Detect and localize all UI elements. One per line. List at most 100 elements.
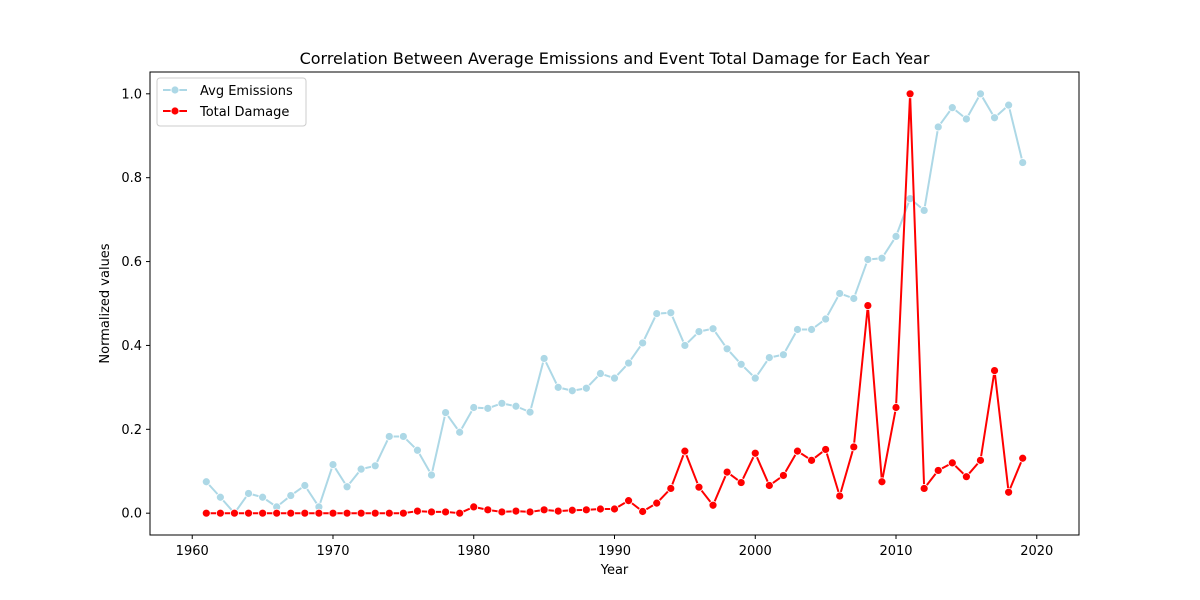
x-tick-label: 2010: [879, 544, 912, 559]
data-point-avg-emissions: [553, 382, 563, 392]
x-tick-label: 2000: [739, 544, 772, 559]
data-point-total-damage: [370, 508, 380, 518]
data-point-total-damage: [539, 505, 549, 515]
data-point-avg-emissions: [610, 373, 619, 383]
data-point-total-damage: [525, 507, 535, 517]
data-point-avg-emissions: [497, 398, 507, 408]
data-point-total-damage: [919, 484, 929, 493]
data-point-total-damage: [384, 508, 394, 518]
data-point-avg-emissions: [638, 338, 648, 348]
data-point-total-damage: [596, 504, 605, 514]
y-tick-label: 0.8: [121, 171, 142, 186]
x-tick-label: 1980: [457, 544, 490, 559]
data-point-avg-emissions: [244, 489, 253, 498]
data-point-total-damage: [441, 507, 450, 517]
legend-marker-total-damage: [170, 106, 180, 116]
chart-title: Correlation Between Average Emissions an…: [300, 49, 930, 68]
data-point-avg-emissions: [849, 294, 859, 303]
x-tick-label: 1960: [176, 544, 209, 559]
data-point-avg-emissions: [793, 325, 802, 334]
data-point-avg-emissions: [624, 358, 633, 368]
data-point-avg-emissions: [722, 344, 732, 354]
data-point-avg-emissions: [976, 89, 985, 99]
data-point-avg-emissions: [961, 114, 971, 124]
data-point-total-damage: [680, 446, 690, 456]
data-point-total-damage: [821, 445, 831, 454]
data-point-total-damage: [427, 507, 436, 517]
data-point-total-damage: [905, 89, 915, 99]
data-point-total-damage: [455, 508, 465, 518]
data-point-total-damage: [891, 403, 901, 412]
y-axis-ticks: 0.0 0.2 0.4 0.6 0.8 1.0: [121, 87, 150, 522]
data-point-total-damage: [314, 508, 324, 518]
data-point-total-damage: [342, 508, 352, 518]
data-point-total-damage: [666, 484, 676, 493]
y-tick-label: 0.6: [121, 255, 142, 270]
plot-frame: [149, 71, 1080, 536]
data-point-avg-emissions: [807, 325, 816, 334]
data-point-avg-emissions: [469, 403, 479, 412]
data-point-total-damage: [1004, 487, 1014, 497]
data-point-total-damage: [807, 455, 816, 465]
data-point-avg-emissions: [286, 491, 296, 500]
legend-box: [156, 77, 307, 127]
data-point-total-damage: [497, 507, 507, 517]
data-point-total-damage: [947, 458, 957, 468]
data-point-total-damage: [610, 504, 619, 514]
data-point-avg-emissions: [539, 354, 549, 363]
data-point-total-damage: [990, 366, 999, 376]
data-point-avg-emissions: [581, 383, 591, 393]
legend-label-total-damage: Total Damage: [199, 105, 289, 120]
data-point-total-damage: [553, 506, 563, 516]
data-point-total-damage: [398, 508, 408, 518]
y-tick-label: 0.2: [121, 423, 142, 438]
data-point-avg-emissions: [596, 369, 605, 378]
legend-marker-avg-emissions: [170, 85, 180, 95]
data-point-total-damage: [736, 478, 746, 487]
data-point-total-damage: [877, 477, 887, 487]
data-point-avg-emissions: [736, 359, 746, 369]
legend-label-avg-emissions: Avg Emissions: [200, 84, 293, 99]
legend: Avg Emissions Total Damage: [156, 77, 307, 127]
data-point-avg-emissions: [441, 408, 450, 417]
data-point-avg-emissions: [821, 314, 831, 324]
data-point-avg-emissions: [1004, 100, 1014, 110]
data-point-avg-emissions: [947, 103, 957, 113]
data-point-avg-emissions: [483, 403, 493, 413]
series-layer: [201, 89, 1028, 518]
data-point-avg-emissions: [525, 407, 535, 417]
data-point-total-damage: [469, 502, 479, 512]
data-point-total-damage: [328, 508, 338, 518]
x-tick-label: 1990: [598, 544, 631, 559]
data-point-total-damage: [286, 508, 296, 518]
data-point-avg-emissions: [342, 482, 352, 492]
data-point-total-damage: [708, 500, 718, 510]
data-point-avg-emissions: [384, 432, 394, 441]
y-tick-label: 1.0: [121, 87, 142, 102]
data-point-total-damage: [300, 508, 310, 518]
x-tick-label: 1970: [316, 544, 349, 559]
data-point-total-damage: [835, 491, 845, 501]
data-point-avg-emissions: [413, 445, 422, 455]
series-total-damage: [201, 89, 1028, 518]
data-point-total-damage: [272, 508, 282, 518]
data-point-total-damage: [849, 442, 859, 452]
y-axis-title: Normalized values: [98, 243, 113, 363]
data-point-total-damage: [581, 505, 591, 515]
data-point-avg-emissions: [427, 470, 436, 480]
y-tick-label: 0.0: [121, 507, 142, 522]
data-point-avg-emissions: [567, 386, 577, 396]
data-point-total-damage: [722, 467, 732, 477]
data-point-avg-emissions: [370, 461, 380, 471]
data-point-avg-emissions: [652, 309, 662, 318]
data-point-total-damage: [413, 506, 422, 516]
data-point-avg-emissions: [258, 492, 268, 502]
data-point-total-damage: [483, 505, 493, 515]
data-point-total-damage: [638, 507, 648, 516]
data-point-avg-emissions: [1018, 158, 1028, 167]
data-point-avg-emissions: [779, 350, 788, 360]
data-point-total-damage: [511, 506, 521, 516]
data-point-total-damage: [1018, 453, 1028, 463]
data-point-total-damage: [258, 508, 268, 518]
data-point-total-damage: [201, 508, 211, 518]
